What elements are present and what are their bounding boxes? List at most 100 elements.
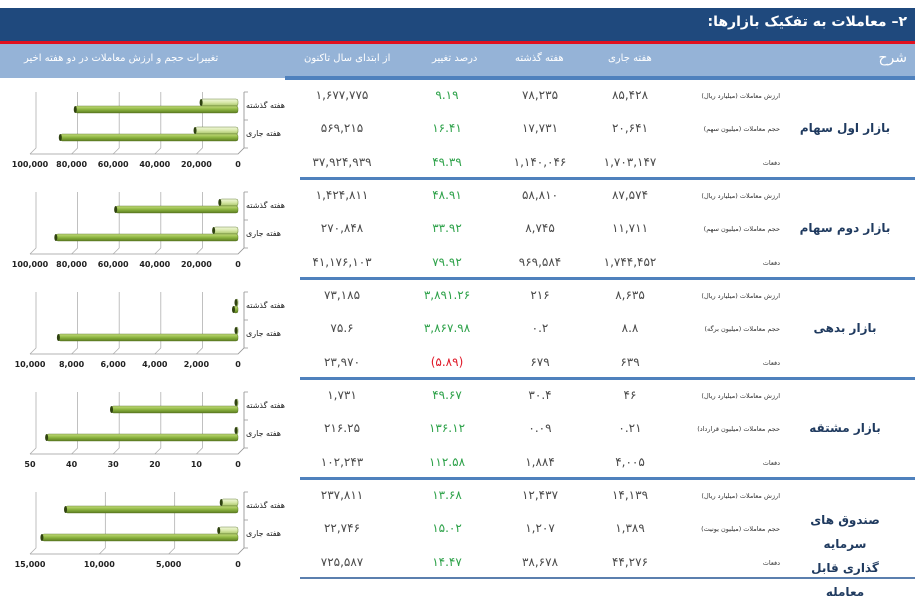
market-section: بازار مشتقه ارزش معاملات (میلیارد ریال) ۴۶… [0,380,920,480]
row-label-volume: حجم معاملات (میلیون قرارداد) [697,425,780,433]
bar-volume [219,198,239,207]
bar-volume [213,226,239,235]
row-label-value: ارزش معاملات (میلیارد ریال) [701,492,780,500]
cell-percent-change: ۱۵.۰۲ [432,521,462,535]
gridline [196,392,203,455]
tick-label: 0 [235,460,241,469]
cell-previous-week: ۱,۱۴۰,۰۴۶ [513,155,567,169]
tick-label: 2,000 [183,360,210,369]
header-description: شرح [878,50,908,66]
tick-label: 0 [235,360,241,369]
cell-previous-week: ۱۷,۷۳۱ [521,121,559,135]
tick-label: 20,000 [180,260,212,269]
tick-label: 60,000 [97,260,129,269]
bar-value-cap [114,206,118,213]
bar-volume-cap [234,299,238,306]
row-label-count: دفعات [762,359,780,367]
row-label-value: ارزش معاملات (میلیارد ریال) [701,292,780,300]
row-label-count: دفعات [762,559,780,567]
gridline [29,192,37,255]
bar-value-cap [73,106,77,113]
cell-previous-week: ۳۰.۴ [528,388,552,402]
bar-value [111,405,239,414]
gridline [154,92,162,155]
bar-volume [221,498,239,507]
market-name: بازار مشتقه [809,421,881,435]
chart-canvas [29,191,248,255]
row-label-count: دفعات [762,159,780,167]
cell-current-week: ۱,۳۸۹ [615,521,645,535]
bar-value-cap [110,406,114,413]
bar-value-cap [232,306,236,313]
table-header: شرح هفته جاری هفته گذشته درصد تغییر از ا… [0,44,915,78]
bar-volume-cap [212,227,216,234]
gridline [29,92,37,155]
cell-current-week: ۴۴,۲۷۶ [611,555,649,569]
market-section: بازار بدهی ارزش معاملات (میلیارد ریال) ۸,۶… [0,280,920,380]
cell-previous-week: ۲۱۶ [530,288,550,302]
tick-label: 40,000 [139,160,171,169]
category-label: هفته گذشته [246,401,285,410]
chart-canvas [29,291,248,355]
cell-year-to-date: ۲۱۶.۲۵ [323,421,361,435]
header-year-to-date: از ابتدای سال تاکنون [304,53,391,64]
gridline [71,192,78,255]
bar-value [41,533,239,542]
tick-label: 10,000 [83,560,115,569]
tick-label: 0 [235,560,241,569]
gridline [196,192,203,255]
section-separator [300,177,915,180]
tick-label: 10,000 [14,360,46,369]
cell-previous-week: ۹۶۹,۵۸۴ [518,255,562,269]
chart-canvas [29,91,248,155]
cell-percent-change: ۱۳۶.۱۲ [428,421,466,435]
category-label: هفته جاری [246,329,282,338]
bar-volume-cap [219,499,223,506]
bar-value [60,133,239,142]
tick-label: 0 [235,160,241,169]
chart-canvas [29,391,248,455]
cell-year-to-date: ۵۶۹,۲۱۵ [320,121,364,135]
gridline [168,492,176,555]
cell-current-week: ۴۶ [623,388,637,402]
bar-volume [194,126,239,135]
tick-label: 40 [66,460,78,469]
category-label: هفته گذشته [246,101,285,110]
row-label-count: دفعات [762,459,780,467]
bar-value-cap [56,334,60,341]
page-title: ۲– معاملات به تفکیک بازارها: [707,14,907,30]
cell-year-to-date: ۱,۴۲۴,۸۱۱ [315,188,369,202]
bar-value [58,333,239,342]
tick-label: 0 [235,260,241,269]
row-label-volume: حجم معاملات (میلیون سهم) [703,125,780,133]
cell-previous-week: ۶۷۹ [530,355,550,369]
title-underline [0,41,915,44]
category-label: هفته گذشته [246,301,285,310]
tick-label: 40,000 [139,260,171,269]
cell-previous-week: ۷۸,۲۳۵ [521,88,559,102]
row-label-value: ارزش معاملات (میلیارد ریال) [701,192,780,200]
cell-year-to-date: ۲۳,۹۷۰ [323,355,361,369]
gridline [112,292,120,355]
cell-current-week: ۱,۷۴۴,۴۵۲ [603,255,657,269]
tick-label: 80,000 [56,160,88,169]
cell-percent-change: ۳,۸۶۷.۹۸ [423,321,471,335]
tick-label: 50 [24,460,36,469]
cell-current-week: ۸۷,۵۷۴ [611,188,649,202]
market-section: بازار اول سهام ارزش معاملات (میلیارد ریال… [0,80,920,180]
gridline [29,492,37,555]
cell-year-to-date: ۳۷,۹۲۴,۹۳۹ [312,155,372,169]
gridline [112,192,120,255]
tick-label: 20,000 [180,160,212,169]
market-name: بازار اول سهام [799,121,891,135]
cell-percent-change: ۱۶.۴۱ [432,121,462,135]
cell-current-week: ۰.۲۱ [618,421,642,435]
cell-previous-week: ۱۲,۴۳۷ [521,488,559,502]
market-chart: هفته گذشته هفته جاری 100,000 80,000 60,000 40… [0,180,290,280]
cell-current-week: ۱۴,۱۳۹ [611,488,649,502]
header-underline [285,76,915,80]
bar-volume-cap [234,427,238,434]
cell-year-to-date: ۷۳,۱۸۵ [323,288,361,302]
cell-year-to-date: ۴۱,۱۷۶,۱۰۳ [312,255,372,269]
gridline [237,492,245,555]
